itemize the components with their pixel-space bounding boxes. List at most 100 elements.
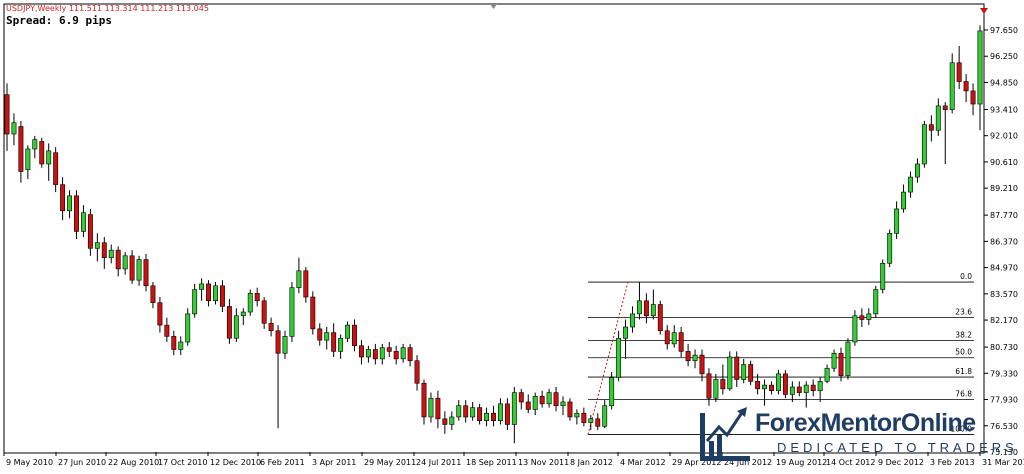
candle-body-bear bbox=[4, 94, 10, 135]
candle bbox=[873, 285, 879, 318]
candle bbox=[866, 308, 872, 326]
y-tick-label: 86.370 bbox=[990, 237, 1018, 246]
fib-level-label: 50.0 bbox=[955, 348, 972, 357]
candle bbox=[782, 370, 788, 399]
candle-body-bull bbox=[379, 347, 385, 360]
scroll-marker-icon bbox=[490, 4, 497, 9]
fib-level-label: 0.0 bbox=[960, 272, 972, 281]
candle-body-bull bbox=[630, 313, 635, 328]
candle bbox=[67, 190, 73, 219]
candle bbox=[414, 355, 420, 391]
candle-body-bull bbox=[560, 401, 566, 407]
candle-body-bear bbox=[657, 304, 663, 332]
candle bbox=[657, 300, 663, 335]
candle bbox=[32, 135, 38, 159]
y-tick-label: 76.530 bbox=[990, 422, 1018, 431]
candle bbox=[650, 289, 656, 320]
candle bbox=[553, 386, 559, 412]
candle-body-bear bbox=[963, 81, 969, 92]
candle bbox=[345, 321, 351, 343]
candle-body-bear bbox=[268, 322, 274, 332]
candle-body-bear bbox=[101, 242, 107, 258]
candle-body-bull bbox=[428, 397, 434, 418]
x-tick-label: 9 May 2010 bbox=[6, 458, 53, 467]
candle bbox=[894, 201, 900, 239]
candle-body-bear bbox=[310, 296, 316, 330]
candle bbox=[39, 137, 45, 168]
x-tick-label: 4 Mar 2012 bbox=[620, 458, 666, 467]
candle-body-bull bbox=[282, 336, 288, 354]
candle-body-bull bbox=[741, 364, 747, 380]
candle bbox=[352, 319, 357, 352]
candle-body-bear bbox=[664, 330, 670, 345]
candle bbox=[567, 398, 573, 421]
x-tick-label: 17 Oct 2010 bbox=[158, 458, 207, 467]
candle-body-bear bbox=[755, 381, 761, 390]
y-tick-label: 97.650 bbox=[990, 26, 1018, 35]
y-tick-label: 89.210 bbox=[990, 184, 1018, 193]
y-tick-label: 93.410 bbox=[990, 105, 1018, 114]
candle bbox=[838, 347, 844, 382]
candle-body-bull bbox=[136, 259, 142, 281]
fibonacci-retracement[interactable]: 0.0 23.6 38.2 50.0 61.8 76.8 100.0 bbox=[587, 272, 974, 435]
candle bbox=[796, 381, 802, 397]
candle bbox=[671, 325, 677, 348]
candle-body-bear bbox=[643, 300, 649, 317]
candle-body-bear bbox=[734, 356, 740, 380]
candle bbox=[199, 278, 205, 301]
candle bbox=[734, 351, 740, 387]
candle bbox=[60, 177, 66, 221]
candle bbox=[518, 388, 524, 410]
candle bbox=[240, 308, 246, 326]
x-tick-label: 18 Sep 2011 bbox=[466, 458, 517, 467]
candle bbox=[178, 336, 184, 356]
x-tick-label: 27 Jun 2010 bbox=[58, 458, 106, 467]
y-tick-label: 94.850 bbox=[990, 78, 1018, 87]
candle-body-bull bbox=[400, 347, 406, 360]
candle-body-bull bbox=[873, 289, 879, 315]
candle bbox=[53, 147, 59, 193]
y-tick-label: 83.570 bbox=[990, 290, 1018, 299]
candle bbox=[602, 400, 608, 429]
candle-body-bull bbox=[935, 105, 941, 131]
candle bbox=[456, 400, 462, 421]
candle-body-bear bbox=[157, 302, 163, 326]
candle-body-bear bbox=[129, 255, 135, 281]
candle bbox=[609, 371, 615, 410]
candle bbox=[101, 237, 107, 269]
candle-body-bull bbox=[789, 386, 795, 395]
candle bbox=[268, 317, 274, 337]
candle-body-bear bbox=[407, 347, 413, 362]
candle bbox=[769, 381, 774, 395]
candle bbox=[247, 289, 253, 316]
logo-wordmark: ForexMentorOnline bbox=[755, 409, 976, 437]
candle-body-bull bbox=[908, 176, 913, 193]
candle bbox=[699, 349, 705, 382]
candle bbox=[115, 246, 121, 277]
fib-level-label: 61.8 bbox=[955, 367, 972, 376]
candle-body-bull bbox=[602, 405, 608, 427]
candle bbox=[762, 379, 768, 406]
candle-body-bear bbox=[442, 418, 448, 425]
candle-body-bull bbox=[11, 122, 17, 135]
candle-body-bull bbox=[511, 392, 517, 425]
candle-body-bull bbox=[449, 416, 455, 425]
candle bbox=[664, 325, 670, 350]
candle bbox=[108, 244, 114, 264]
candle bbox=[692, 349, 698, 369]
candle-body-bull bbox=[213, 285, 218, 302]
candle-body-bull bbox=[762, 384, 768, 390]
candle-body-bull bbox=[532, 396, 538, 410]
candle-body-bear bbox=[928, 124, 934, 131]
candle bbox=[386, 342, 392, 357]
candle bbox=[87, 208, 93, 256]
candle-body-bull bbox=[831, 352, 837, 369]
candle-body-bull bbox=[345, 324, 351, 339]
candle-body-bull bbox=[803, 384, 809, 393]
candle-body-bull bbox=[914, 163, 920, 178]
fib-level-label: 38.2 bbox=[955, 331, 972, 340]
candle bbox=[908, 171, 913, 198]
candle bbox=[484, 407, 490, 427]
x-tick-label: 12 Dec 2010 bbox=[210, 458, 261, 467]
